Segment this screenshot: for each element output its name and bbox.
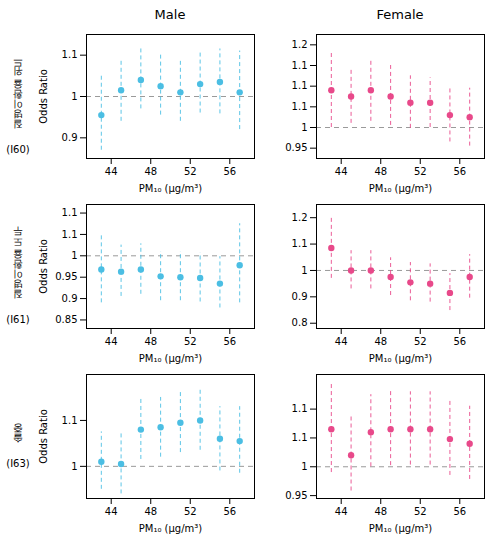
html-text:(I63): (I63) [6, 457, 30, 469]
svg-text:56: 56 [223, 506, 236, 517]
html-text:솔중: 솔중 [12, 429, 23, 450]
svg-text:1.1: 1.1 [292, 432, 308, 443]
svg-text:0.8: 0.8 [292, 317, 308, 328]
svg-text:56: 56 [223, 166, 236, 177]
svg-text:52: 52 [184, 166, 197, 177]
svg-text:56: 56 [453, 506, 466, 517]
svg-text:52: 52 [414, 336, 427, 347]
svg-text:1.1: 1.1 [292, 238, 308, 249]
svg-text:1.2: 1.2 [292, 39, 308, 50]
svg-text:1.1: 1.1 [292, 60, 308, 71]
html-text:(I60): (I60) [6, 144, 30, 156]
svg-text:48: 48 [374, 506, 387, 517]
svg-text:1.1: 1.1 [62, 207, 78, 218]
svg-text:0.85: 0.85 [55, 314, 77, 325]
svg-text:1: 1 [301, 461, 307, 472]
svg-text:48: 48 [144, 506, 157, 517]
svg-text:1.1: 1.1 [292, 403, 308, 414]
svg-text:Odds Ratio: Odds Ratio [38, 409, 49, 464]
svg-text:44: 44 [335, 166, 348, 177]
svg-text:56: 56 [223, 336, 236, 347]
svg-text:0.9: 0.9 [292, 291, 308, 302]
svg-text:1.1: 1.1 [292, 80, 308, 91]
svg-text:48: 48 [144, 336, 157, 347]
svg-text:1.1: 1.1 [62, 49, 78, 60]
svg-text:48: 48 [374, 336, 387, 347]
svg-text:44: 44 [335, 506, 348, 517]
html-text:질병이환율 도두: 질병이환율 도두 [12, 232, 23, 307]
svg-text:1: 1 [71, 91, 77, 102]
svg-text:1: 1 [71, 461, 77, 472]
svg-text:52: 52 [414, 506, 427, 517]
svg-text:52: 52 [184, 506, 197, 517]
svg-text:PM₁₀ (μg/m³): PM₁₀ (μg/m³) [139, 353, 203, 364]
svg-text:PM₁₀ (μg/m³): PM₁₀ (μg/m³) [369, 183, 433, 194]
svg-text:1.2: 1.2 [292, 212, 308, 223]
svg-text:PM₁₀ (μg/m³): PM₁₀ (μg/m³) [369, 523, 433, 534]
html-text:Female: Female [376, 7, 424, 22]
svg-text:1.1: 1.1 [62, 229, 78, 240]
html-text:질병이환율 위드: 질병이환율 위드 [12, 62, 23, 137]
svg-text:1.1: 1.1 [292, 101, 308, 112]
html-text:Male: Male [154, 7, 186, 22]
html-text:(I61): (I61) [6, 314, 30, 326]
svg-text:48: 48 [144, 166, 157, 177]
svg-text:1: 1 [71, 250, 77, 261]
svg-text:0.95: 0.95 [285, 142, 307, 153]
svg-text:56: 56 [453, 166, 466, 177]
svg-text:1: 1 [301, 265, 307, 276]
svg-text:1.1: 1.1 [62, 415, 78, 426]
svg-text:PM₁₀ (μg/m³): PM₁₀ (μg/m³) [369, 353, 433, 364]
svg-text:0.9: 0.9 [62, 293, 78, 304]
svg-text:1: 1 [301, 122, 307, 133]
svg-text:52: 52 [414, 166, 427, 177]
svg-text:PM₁₀ (μg/m³): PM₁₀ (μg/m³) [139, 523, 203, 534]
svg-text:PM₁₀ (μg/m³): PM₁₀ (μg/m³) [139, 183, 203, 194]
svg-text:0.95: 0.95 [55, 271, 77, 282]
svg-text:0.95: 0.95 [285, 490, 307, 501]
svg-text:48: 48 [374, 166, 387, 177]
svg-text:44: 44 [335, 336, 348, 347]
svg-text:Odds Ratio: Odds Ratio [38, 69, 49, 124]
svg-text:56: 56 [453, 336, 466, 347]
svg-text:Odds Ratio: Odds Ratio [38, 239, 49, 294]
svg-text:44: 44 [105, 166, 118, 177]
svg-text:44: 44 [105, 506, 118, 517]
svg-text:52: 52 [184, 336, 197, 347]
svg-text:0.9: 0.9 [62, 132, 78, 143]
svg-text:44: 44 [105, 336, 118, 347]
